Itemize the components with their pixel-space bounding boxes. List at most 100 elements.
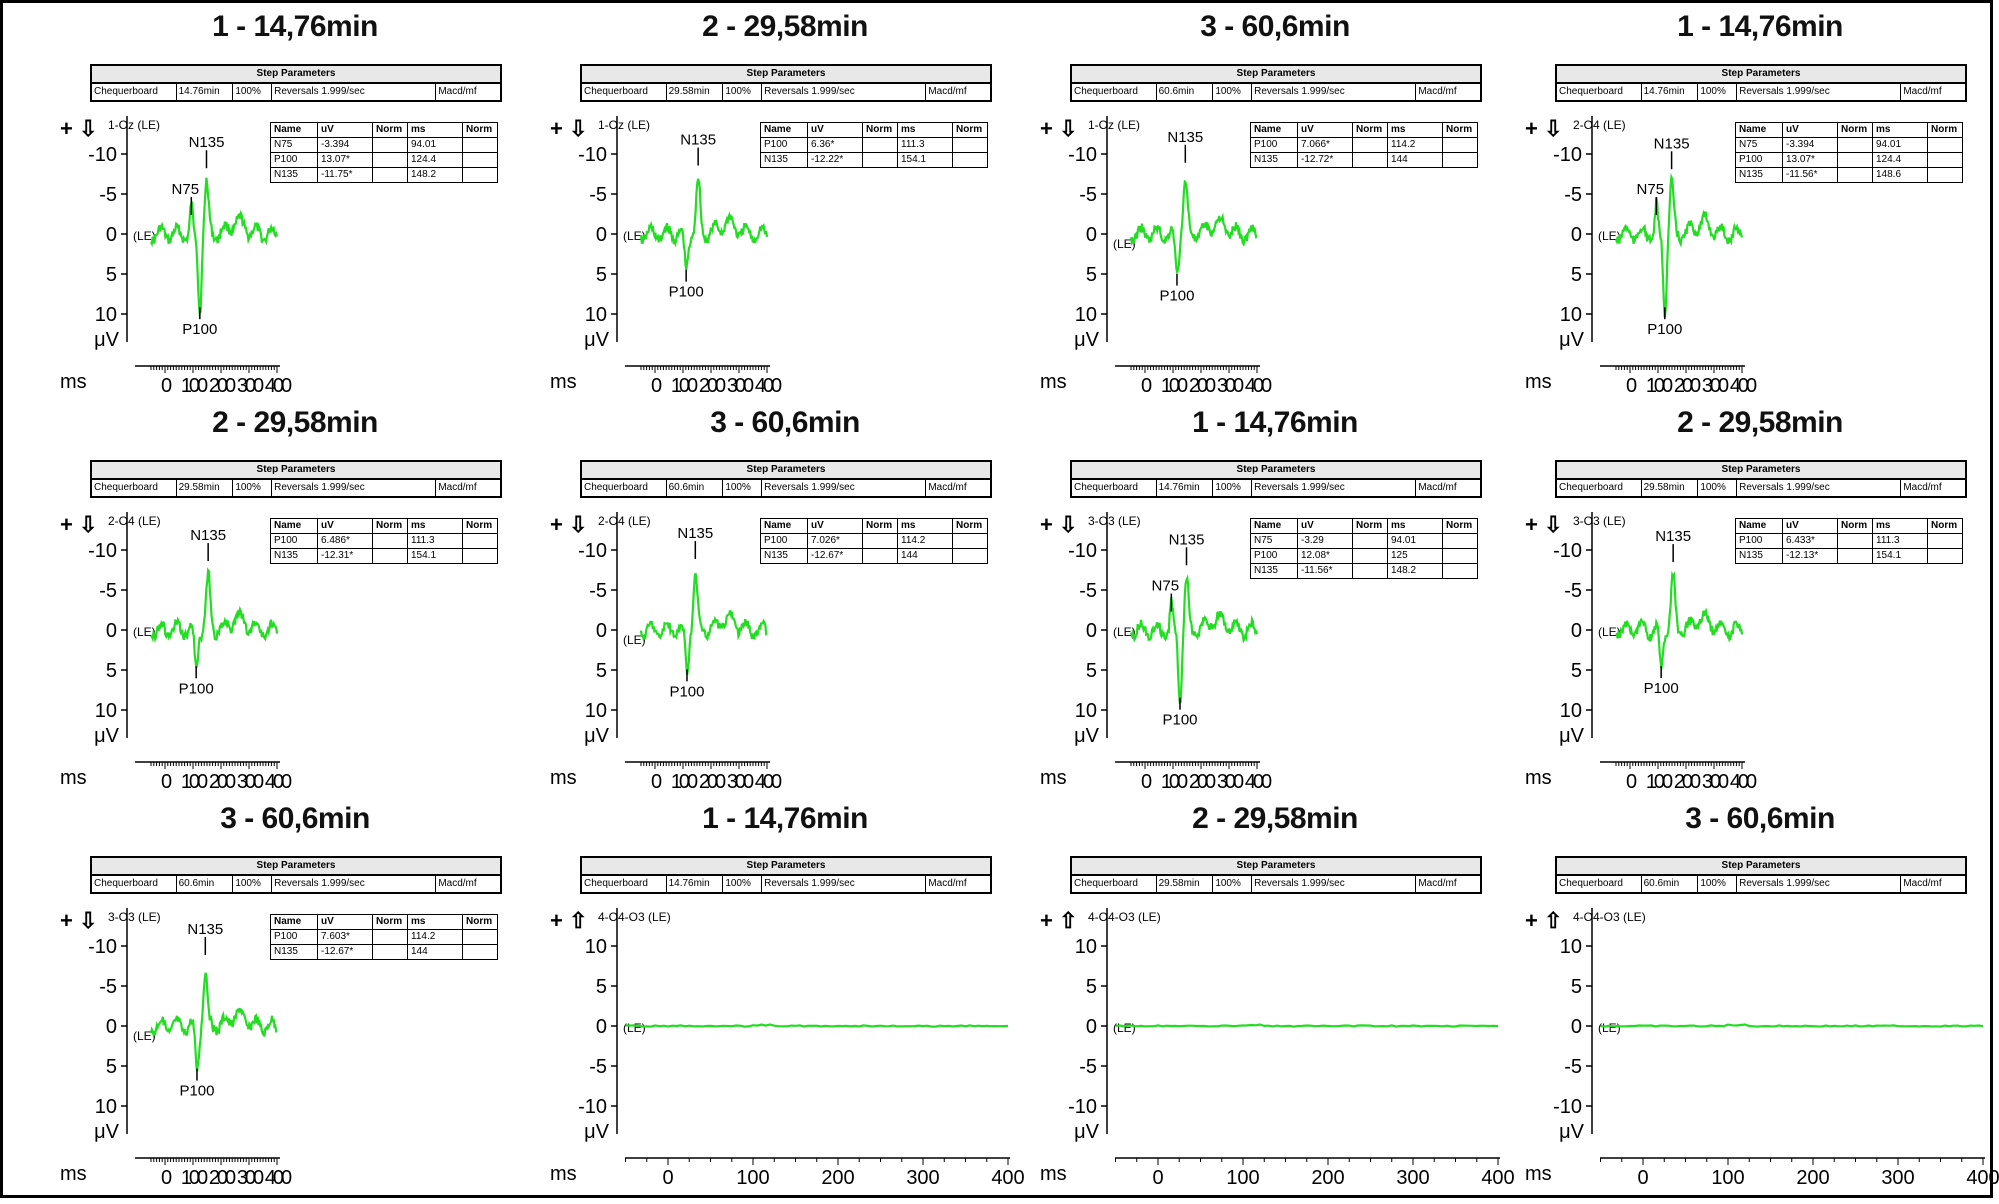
step-parameters-row: Chequerboard 29.58min 100% Reversals 1.999/…: [1072, 876, 1480, 892]
x-tick-label: 200: [209, 771, 236, 793]
panel-title: 2 - 29,58min: [212, 406, 378, 439]
x-tick-label: 0: [1626, 375, 1637, 397]
vep-panel: 3 - 60,6min Step Parameters Chequerboard 60…: [50, 796, 540, 1196]
step-parameters-box: Step Parameters Chequerboard 14.76min 100% R…: [1070, 460, 1482, 498]
step-parameter-cell: Reversals 1.999/sec: [1737, 876, 1902, 892]
y-tick-label: 10: [585, 304, 607, 326]
step-parameters-header: Step Parameters: [1557, 66, 1965, 84]
x-tick-label: 200: [699, 375, 726, 397]
vep-panel: 1 - 14,76min Step Parameters Chequerboard 1…: [540, 796, 1030, 1196]
y-tick-label: 0: [596, 620, 607, 642]
x-tick-label: 100: [1711, 1167, 1744, 1189]
measurements-table: Name uV Norm ms Norm P100 6.433* 111.3 N135 -12.1…: [1735, 518, 1963, 564]
table-cell: [952, 548, 988, 564]
step-parameter-cell: 100%: [1698, 84, 1738, 100]
table-cell: [1927, 167, 1963, 183]
vep-panel: 1 - 14,76min Step Parameters Chequerboard 1…: [1030, 400, 1520, 800]
peak-label: P100: [669, 284, 704, 301]
y-tick-label: -10: [578, 540, 607, 562]
table-cell: N135: [270, 548, 318, 564]
x-unit-label: ms: [1525, 371, 1552, 393]
evoked-potential-plot: -10 -5 0 5 10 μV 0 100 200 300 400 ms (LE) P100 N135: [1525, 512, 1760, 793]
peak-label: P100: [1644, 680, 1679, 697]
y-tick-label: 10: [95, 1096, 117, 1118]
evoked-potential-plot: -10 -5 0 5 10 μV 0 100 200 300 400 ms (LE) P100 N135: [1040, 116, 1275, 397]
step-parameters-box: Step Parameters Chequerboard 14.76min 100% R…: [580, 856, 992, 894]
y-tick-label: 10: [1075, 700, 1097, 722]
vep-trace: [1129, 574, 1259, 704]
step-parameter-cell: Chequerboard: [92, 84, 177, 100]
x-tick-label: 0: [161, 771, 172, 793]
panel-title: 3 - 60,6min: [1200, 10, 1350, 43]
x-unit-label: ms: [60, 1163, 87, 1185]
x-tick-label: 100: [181, 375, 208, 397]
peak-label: N75: [1637, 181, 1665, 198]
table-row: P100 13.07* 124.4: [270, 152, 498, 168]
step-parameter-cell: 100%: [233, 84, 273, 100]
x-tick-label: 300: [1881, 1167, 1914, 1189]
vep-panel: 2 - 29,58min Step Parameters Chequerboard 2…: [1515, 400, 1999, 800]
y-tick-label: -10: [578, 1096, 607, 1118]
y-unit-label: μV: [1074, 329, 1100, 351]
peak-label: N75: [1152, 578, 1180, 595]
x-tick-label: 400: [755, 375, 782, 397]
measurements-table: Name uV Norm ms Norm P100 7.026* 114.2 N135 -12.6…: [760, 518, 988, 564]
x-tick-label: 0: [161, 1167, 172, 1189]
y-tick-label: 0: [1571, 224, 1582, 246]
evoked-potential-plot: 10 5 0 -5 -10 μV 0 100 200 300 400 ms (LE): [1040, 908, 1515, 1189]
x-tick-label: 0: [1626, 771, 1637, 793]
table-row: N135 -12.67* 144: [760, 548, 988, 564]
polarity-arrow-icon: + ⇧: [1525, 908, 1563, 933]
evoked-potential-plot: -10 -5 0 5 10 μV 0 100 200 300 400 ms (LE) N75 P100 N13…: [60, 116, 295, 397]
channel-label: 1-Oz (LE): [598, 118, 651, 132]
reference-label: (LE): [1113, 625, 1136, 639]
reference-label: (LE): [1598, 1021, 1621, 1035]
x-unit-label: ms: [550, 1163, 577, 1185]
polarity-arrow-icon: + ⇩: [1525, 512, 1563, 537]
peak-label: P100: [182, 321, 217, 338]
y-tick-label: -5: [1564, 1056, 1582, 1078]
y-tick-label: 10: [1075, 304, 1097, 326]
step-parameter-cell: Macd/mf: [1903, 878, 1942, 889]
vep-panel: 2 - 29,58min Step Parameters Chequerboard 2…: [540, 4, 1030, 404]
x-unit-label: ms: [550, 767, 577, 789]
step-parameters-header: Step Parameters: [582, 66, 990, 84]
step-parameters-header: Step Parameters: [1557, 858, 1965, 876]
x-tick-label: 400: [1730, 771, 1757, 793]
y-tick-label: -5: [589, 1056, 607, 1078]
step-parameter-cell: 60.6min: [1157, 84, 1214, 100]
y-tick-label: -10: [1068, 144, 1097, 166]
x-tick-label: 300: [906, 1167, 939, 1189]
table-cell: [462, 944, 498, 960]
x-tick-label: 200: [1674, 771, 1701, 793]
y-tick-label: 5: [1571, 264, 1582, 286]
step-parameter-cell: Chequerboard: [582, 84, 667, 100]
step-parameter-cell: Chequerboard: [582, 876, 667, 892]
vep-trace: [1600, 1023, 1984, 1028]
y-tick-label: 10: [585, 700, 607, 722]
x-tick-label: 100: [181, 771, 208, 793]
step-parameter-cell: Chequerboard: [92, 876, 177, 892]
y-tick-label: 0: [1086, 620, 1097, 642]
polarity-arrow-icon: + ⇧: [1040, 908, 1078, 933]
step-parameter-cell: 29.58min: [667, 84, 724, 100]
x-tick-label: 0: [662, 1167, 673, 1189]
step-parameter-cell: Macd/mf: [1418, 878, 1457, 889]
channel-label: 3-O3 (LE): [1088, 514, 1141, 528]
table-header-row: Name uV Norm ms Norm: [1735, 518, 1963, 534]
y-tick-label: -10: [578, 144, 607, 166]
y-unit-label: μV: [1074, 725, 1100, 747]
step-parameter-cell: 29.58min: [177, 480, 234, 496]
step-parameters-row: Chequerboard 14.76min 100% Reversals 1.999/…: [582, 876, 990, 892]
y-tick-label: -5: [99, 184, 117, 206]
polarity-arrow-icon: + ⇩: [1040, 116, 1078, 141]
x-tick-label: 0: [1141, 771, 1152, 793]
x-unit-label: ms: [1525, 767, 1552, 789]
x-tick-label: 0: [651, 771, 662, 793]
step-parameter-cell: Chequerboard: [1072, 876, 1157, 892]
step-parameters-row: Chequerboard 14.76min 100% Reversals 1.999/…: [1072, 480, 1480, 496]
step-parameters-row: Chequerboard 29.58min 100% Reversals 1.999/…: [92, 480, 500, 496]
channel-label: 3-O3 (LE): [108, 910, 161, 924]
table-row: N135 -11.56* 148.6: [1735, 167, 1963, 183]
x-unit-label: ms: [1040, 767, 1067, 789]
